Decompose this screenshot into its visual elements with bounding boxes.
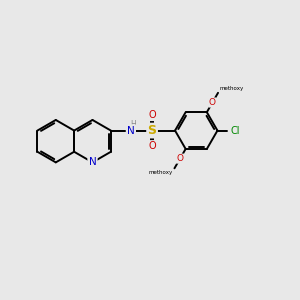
Text: O: O (177, 154, 184, 163)
Text: methoxy: methoxy (220, 86, 244, 92)
Text: S: S (148, 124, 157, 137)
Text: methoxy: methoxy (149, 170, 173, 175)
Text: H: H (130, 120, 136, 129)
Text: O: O (148, 110, 156, 120)
Text: N: N (88, 158, 96, 167)
Text: Cl: Cl (231, 126, 240, 136)
Text: N: N (127, 126, 135, 136)
Text: O: O (148, 141, 156, 151)
Text: O: O (209, 98, 216, 107)
